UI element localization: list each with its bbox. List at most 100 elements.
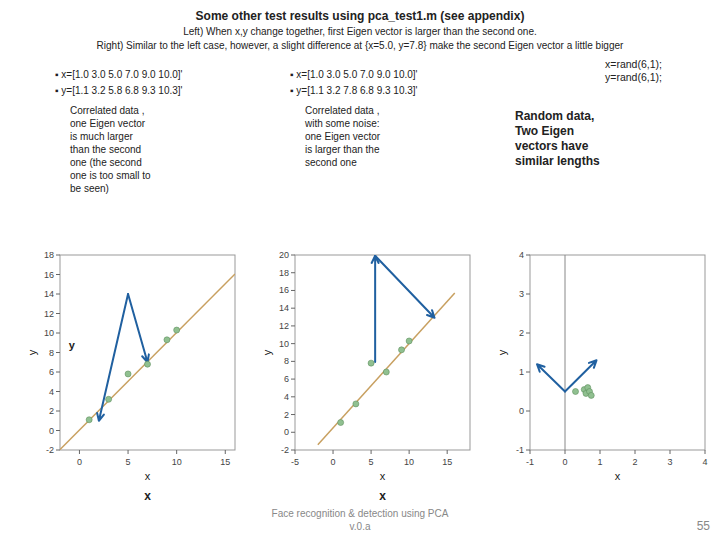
y-tick-label: 12	[44, 309, 54, 319]
x-tick	[176, 450, 177, 454]
page: Some other test results using pca_test1.…	[0, 0, 720, 540]
y-tick-label: 14	[279, 303, 289, 313]
scatter-point	[399, 347, 405, 353]
y-tick-label: 18	[44, 250, 54, 260]
scatter-point	[125, 371, 131, 377]
y-tick	[526, 450, 530, 451]
annotation: Correlated data ,one Eigen vectoris much…	[70, 105, 151, 194]
bullet: ▪ y=[1.1 3.2 5.8 6.8 9.3 10.3]'	[55, 85, 183, 96]
y-tick	[291, 272, 295, 273]
subtitle: Left) When x,y change together, first Ei…	[183, 26, 537, 37]
text-line: is larger than the	[305, 144, 380, 155]
y-tick	[56, 391, 60, 392]
inner-label: y	[69, 339, 76, 351]
y-tick	[56, 411, 60, 412]
x-tick-label: 5	[126, 457, 131, 467]
y-tick-label: 14	[44, 289, 54, 299]
text-line: second one	[305, 157, 357, 168]
panel-label: x=rand(6,1);y=rand(6,1);	[605, 58, 662, 83]
scatter-point	[86, 417, 92, 423]
panel: ▪ x=[1.0 3.0 5.0 7.0 9.0 10.0]'▪ y=[1.1 …	[26, 69, 235, 503]
y-tick-label: 10	[279, 339, 289, 349]
y-tick-label: 10	[44, 328, 54, 338]
scatter-point	[406, 338, 412, 344]
reference-line	[565, 255, 566, 450]
text-line: y=rand(6,1);	[605, 71, 662, 83]
below-label: x	[144, 489, 151, 503]
plot-area	[318, 256, 455, 445]
x-tick-label: -5	[291, 457, 299, 467]
scatter-point	[164, 337, 170, 343]
text-line: than the second	[70, 144, 141, 155]
eigen-arrow	[372, 256, 379, 362]
scatter-point	[353, 401, 359, 407]
y-tick	[526, 411, 530, 412]
y-tick	[56, 255, 60, 256]
y-tick	[291, 308, 295, 309]
y-tick	[291, 343, 295, 344]
x-tick-label: 10	[404, 457, 414, 467]
subtitle: Right) Similar to the left case, however…	[97, 40, 624, 51]
plot-frame	[295, 255, 470, 450]
x-tick	[128, 450, 129, 454]
y-tick-label: 3	[519, 289, 524, 299]
text-line: similar lengths	[515, 154, 600, 168]
scatter-point	[106, 396, 112, 402]
y-tick	[291, 325, 295, 326]
x-tick-label: 0	[331, 457, 336, 467]
x-tick	[295, 450, 296, 454]
y-tick	[291, 361, 295, 362]
y-tick	[291, 396, 295, 397]
y-tick-label: -1	[516, 445, 524, 455]
y-tick	[56, 333, 60, 334]
x-axis-label: x	[615, 470, 621, 482]
scatter-point	[573, 389, 579, 395]
page-number: 55	[697, 519, 711, 533]
x-tick-label: 0	[562, 457, 567, 467]
y-tick-label: 8	[284, 356, 289, 366]
x-tick	[79, 450, 80, 454]
x-tick-label: 0	[77, 457, 82, 467]
x-tick	[705, 450, 706, 454]
x-tick-label: 5	[369, 457, 374, 467]
y-tick	[56, 372, 60, 373]
text-line: one is too small to	[70, 170, 151, 181]
background	[0, 0, 720, 540]
eigen-arrow	[565, 360, 597, 391]
y-axis-label: y	[261, 349, 273, 355]
x-tick-label: -1	[526, 457, 534, 467]
plot-area	[60, 274, 235, 450]
x-tick	[371, 450, 372, 454]
y-axis-label: y	[26, 349, 38, 355]
text-line: one (the second	[70, 157, 142, 168]
y-tick	[56, 352, 60, 353]
text-line: Correlated data ,	[305, 105, 380, 116]
x-tick-label: 15	[220, 457, 230, 467]
y-tick-label: -2	[46, 445, 54, 455]
scatter-point	[368, 360, 374, 366]
eigen-arrow	[128, 294, 149, 362]
y-tick-label: 0	[49, 426, 54, 436]
title: Some other test results using pca_test1.…	[196, 9, 525, 23]
text-line: v.0.a	[350, 521, 371, 532]
y-tick	[291, 379, 295, 380]
y-tick-label: 16	[44, 270, 54, 280]
scatter-point	[174, 327, 180, 333]
below-label: x	[379, 489, 386, 503]
bullet: ▪ x=[1.0 3.0 5.0 7.0 9.0 10.0]'	[290, 69, 418, 80]
x-tick	[225, 450, 226, 454]
eigen-arrow	[537, 364, 565, 391]
y-tick-label: 6	[284, 374, 289, 384]
text-line: be seen)	[70, 183, 109, 194]
x-axis-label: x	[145, 470, 151, 482]
text-line: one Eigen vector	[305, 131, 381, 142]
x-tick-label: 1	[597, 457, 602, 467]
text-line: one Eigen vector	[70, 118, 146, 129]
fit-line	[60, 274, 235, 450]
y-tick-label: 8	[49, 348, 54, 358]
y-tick	[291, 255, 295, 256]
text-line: x=rand(6,1);	[605, 58, 662, 70]
y-tick-label: 1	[519, 367, 524, 377]
eigen-arrow	[375, 256, 434, 318]
y-tick-label: 2	[284, 410, 289, 420]
